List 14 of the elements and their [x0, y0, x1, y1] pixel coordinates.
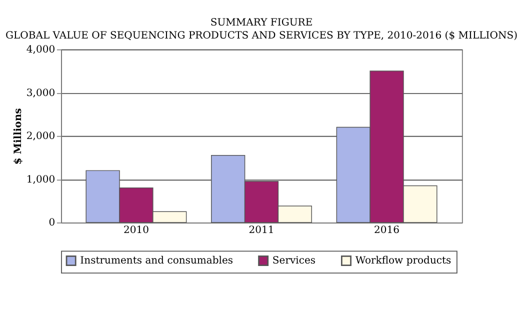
- legend-label: Workflow products: [355, 255, 452, 266]
- y-axis-title: $ Millions: [12, 108, 24, 165]
- y-tick-label: 0: [48, 218, 56, 229]
- y-tick-label: 3,000: [26, 88, 56, 99]
- y-tick-label: 4,000: [26, 44, 56, 56]
- legend-label: Services: [272, 255, 316, 266]
- legend-label: Instruments and consumables: [80, 255, 234, 266]
- y-tick-label: 1,000: [26, 174, 56, 186]
- chart-subtitle: GLOBAL VALUE OF SEQUENCING PRODUCTS AND SERVICES BY TYPE, 2010-2016 ($ MILLIONS): [6, 30, 518, 42]
- x-tick-label: 2016: [374, 224, 400, 236]
- x-tick-label: 2011: [248, 224, 274, 236]
- x-tick-label: 2010: [123, 224, 149, 236]
- chart-title: SUMMARY FIGURE: [210, 18, 313, 29]
- y-tick-label: 2,000: [26, 131, 56, 142]
